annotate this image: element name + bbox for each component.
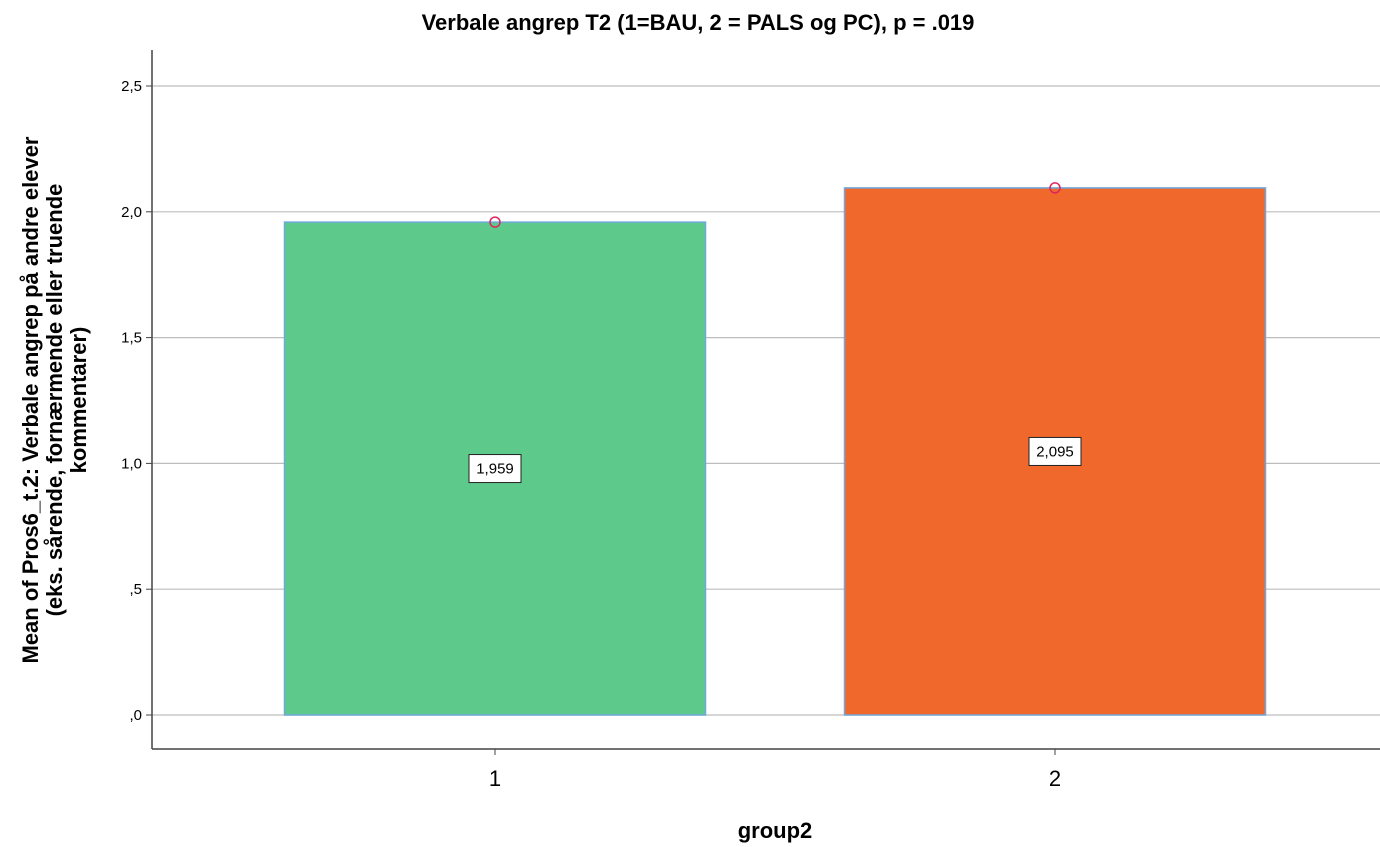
mean-markers xyxy=(489,182,1061,228)
x-axis-title: group2 xyxy=(738,818,813,843)
x-tick-label: 2 xyxy=(1049,766,1061,791)
y-tick-label: 2,5 xyxy=(121,78,142,95)
data-label-2: 2,095 xyxy=(1028,436,1082,466)
y-tick-label: ,0 xyxy=(129,707,142,724)
mean-marker-2 xyxy=(1049,182,1061,194)
y-axis-title-line-2: (eks. sårende, fornærmende eller truende xyxy=(42,184,67,617)
bars xyxy=(283,187,1267,716)
y-tick-label: 1,0 xyxy=(121,455,142,472)
y-tick-label: 1,5 xyxy=(121,330,142,347)
data-label-text: 1,959 xyxy=(476,461,514,478)
y-axis-title-line-3: kommentarer) xyxy=(66,327,91,474)
x-tick-label: 1 xyxy=(489,766,501,791)
y-tick-label: ,5 xyxy=(129,581,142,598)
data-label-1: 1,959 xyxy=(468,454,522,484)
chart-title: Verbale angrep T2 (1=BAU, 2 = PALS og PC… xyxy=(422,10,975,35)
y-axis-title-line-1: Mean of Pros6_t.2: Verbale angrep på and… xyxy=(18,136,43,663)
y-axis-ticks: ,0 ,5 1,0 1,5 2,0 2,5 xyxy=(121,78,152,724)
y-tick-label: 2,0 xyxy=(121,204,142,221)
y-axis-title: Mean of Pros6_t.2: Verbale angrep på and… xyxy=(18,136,91,663)
data-label-box xyxy=(1028,436,1082,466)
data-label-text: 2,095 xyxy=(1036,443,1074,460)
mean-marker-1 xyxy=(489,216,501,228)
data-labels: 1,959 2,095 xyxy=(468,436,1082,484)
data-label-box xyxy=(468,454,522,484)
